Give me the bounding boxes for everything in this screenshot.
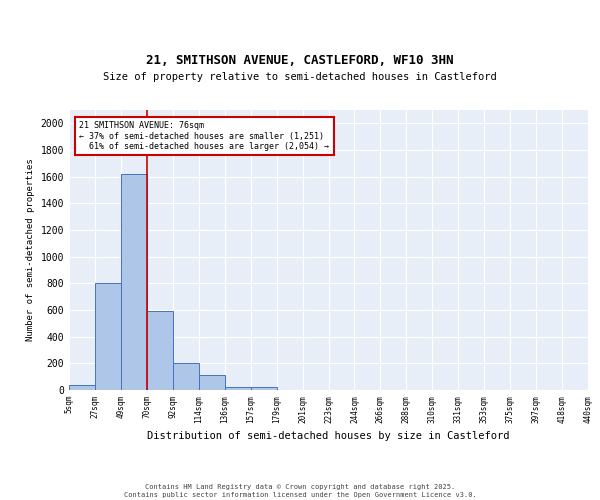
Bar: [199, 374, 224, 390]
Bar: [225, 386, 251, 390]
X-axis label: Distribution of semi-detached houses by size in Castleford: Distribution of semi-detached houses by …: [147, 431, 510, 441]
Text: Size of property relative to semi-detached houses in Castleford: Size of property relative to semi-detach…: [103, 72, 497, 83]
Bar: [69, 386, 95, 390]
Bar: [251, 388, 277, 390]
Text: 21 SMITHSON AVENUE: 76sqm
← 37% of semi-detached houses are smaller (1,251)
  61: 21 SMITHSON AVENUE: 76sqm ← 37% of semi-…: [79, 121, 329, 151]
Bar: [147, 310, 173, 390]
Y-axis label: Number of semi-detached properties: Number of semi-detached properties: [26, 158, 35, 342]
Bar: [121, 174, 147, 390]
Bar: [95, 284, 121, 390]
Text: 21, SMITHSON AVENUE, CASTLEFORD, WF10 3HN: 21, SMITHSON AVENUE, CASTLEFORD, WF10 3H…: [146, 54, 454, 68]
Text: Contains HM Land Registry data © Crown copyright and database right 2025.
Contai: Contains HM Land Registry data © Crown c…: [124, 484, 476, 498]
Bar: [173, 362, 199, 390]
